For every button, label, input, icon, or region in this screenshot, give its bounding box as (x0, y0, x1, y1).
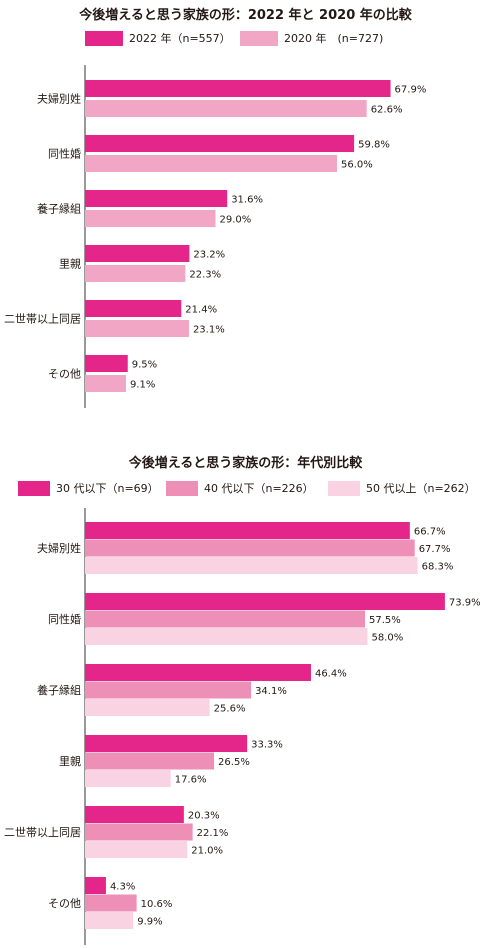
bar (85, 770, 171, 787)
bar (85, 522, 410, 539)
bar (85, 155, 337, 172)
category-label: その他 (48, 368, 81, 381)
data-label: 33.3% (251, 740, 283, 751)
data-label: 4.3% (110, 882, 135, 893)
bar (85, 355, 128, 372)
bar (85, 210, 216, 227)
bar (85, 190, 228, 207)
category-label: 夫婦別姓 (37, 92, 81, 106)
data-label: 21.4% (185, 305, 217, 316)
data-label: 58.0% (371, 633, 403, 644)
legend-item-2020: 2020 年 (n=727) (240, 30, 383, 46)
data-label: 56.0% (341, 160, 373, 171)
data-label: 20.3% (188, 811, 220, 822)
bar (85, 877, 106, 894)
data-label: 67.9% (395, 85, 427, 96)
data-label: 22.3% (189, 270, 221, 281)
chart-year-comparison: 今後増えると思う家族の形：2022 年と 2020 年の比較 2022 年（n=… (0, 0, 491, 415)
bar (85, 681, 252, 699)
data-label: 25.6% (214, 704, 246, 715)
legend-item-2022: 2022 年（n=557） (85, 30, 231, 46)
data-label: 59.8% (358, 140, 390, 151)
data-label: 46.4% (315, 669, 347, 680)
bar (85, 300, 182, 317)
data-label: 9.1% (130, 380, 155, 391)
category-label: その他 (48, 897, 81, 910)
category-label: 里親 (59, 755, 81, 768)
data-label: 9.9% (137, 917, 162, 928)
data-label: 66.7% (414, 527, 446, 538)
legend-swatch (328, 480, 360, 496)
data-label: 31.6% (231, 195, 263, 206)
bar (85, 80, 391, 97)
legend-label: 30 代以下（n=69） (56, 482, 159, 495)
bar-plot: 夫婦別姓 67.9% 62.6% 同性婚 59.8% 56.0% 養子縁組 31.6% 29.0… (4, 65, 427, 408)
legend-label: 50 代以上（n=262） (366, 482, 476, 495)
bar (85, 320, 189, 337)
legend-label: 2022 年（n=557） (129, 32, 231, 45)
bar (85, 628, 368, 645)
legend-swatch (240, 30, 278, 46)
data-label: 29.0% (220, 215, 252, 226)
legend-label: 2020 年 (n=727) (284, 32, 384, 45)
data-label: 21.0% (191, 846, 223, 857)
category-label: 二世帯以上同居 (4, 826, 81, 839)
category-label: 夫婦別姓 (37, 541, 81, 555)
bar (85, 841, 188, 858)
bar (85, 664, 311, 681)
bar (85, 752, 215, 770)
legend-label: 40 代以下（n=226） (204, 482, 314, 495)
bar (85, 245, 190, 262)
data-label: 67.7% (419, 544, 451, 555)
bar (85, 735, 248, 752)
legend-item-50s: 50 代以上（n=262） (328, 480, 476, 496)
data-label: 62.6% (371, 105, 403, 116)
bar (85, 699, 210, 716)
bar (85, 823, 193, 841)
chart-title: 今後増えると思う家族の形：2022 年と 2020 年の比較 (79, 8, 412, 23)
chart-title: 今後増えると思う家族の形：年代別比較 (128, 456, 363, 471)
data-label: 23.2% (193, 250, 225, 261)
data-label: 23.1% (193, 325, 225, 336)
bar (85, 539, 415, 557)
data-label: 9.5% (132, 360, 157, 371)
bar (85, 265, 186, 282)
bar (85, 806, 184, 823)
category-label: 里親 (59, 258, 81, 271)
category-label: 養子縁組 (37, 683, 81, 697)
data-label: 26.5% (218, 757, 250, 768)
bar (85, 894, 137, 912)
legend-swatch (85, 30, 123, 46)
chart-age-comparison: 今後増えると思う家族の形：年代別比較 30 代以下（n=69） 40 代以下（n… (0, 448, 491, 945)
category-label: 同性婚 (48, 147, 81, 161)
bar (85, 100, 367, 117)
data-label: 34.1% (255, 686, 287, 697)
data-label: 22.1% (197, 828, 229, 839)
bar-plot: 夫婦別姓 66.7% 67.7% 68.3% 同性婚 73.9% 57.5% 58.0% 養子縁… (4, 508, 481, 945)
legend-item-30s: 30 代以下（n=69） (18, 480, 159, 496)
category-label: 同性婚 (48, 612, 81, 626)
bar (85, 375, 126, 392)
data-label: 73.9% (449, 598, 481, 609)
bar (85, 610, 366, 628)
data-label: 10.6% (141, 899, 173, 910)
category-label: 二世帯以上同居 (4, 313, 81, 326)
bar (85, 593, 445, 610)
bar (85, 557, 418, 574)
legend-swatch (166, 480, 198, 496)
data-label: 57.5% (369, 615, 401, 626)
bar (85, 912, 134, 929)
category-label: 養子縁組 (37, 202, 81, 216)
data-label: 17.6% (175, 775, 207, 786)
bar (85, 135, 355, 152)
legend-swatch (18, 480, 50, 496)
legend-item-40s: 40 代以下（n=226） (166, 480, 314, 496)
data-label: 68.3% (422, 562, 454, 573)
